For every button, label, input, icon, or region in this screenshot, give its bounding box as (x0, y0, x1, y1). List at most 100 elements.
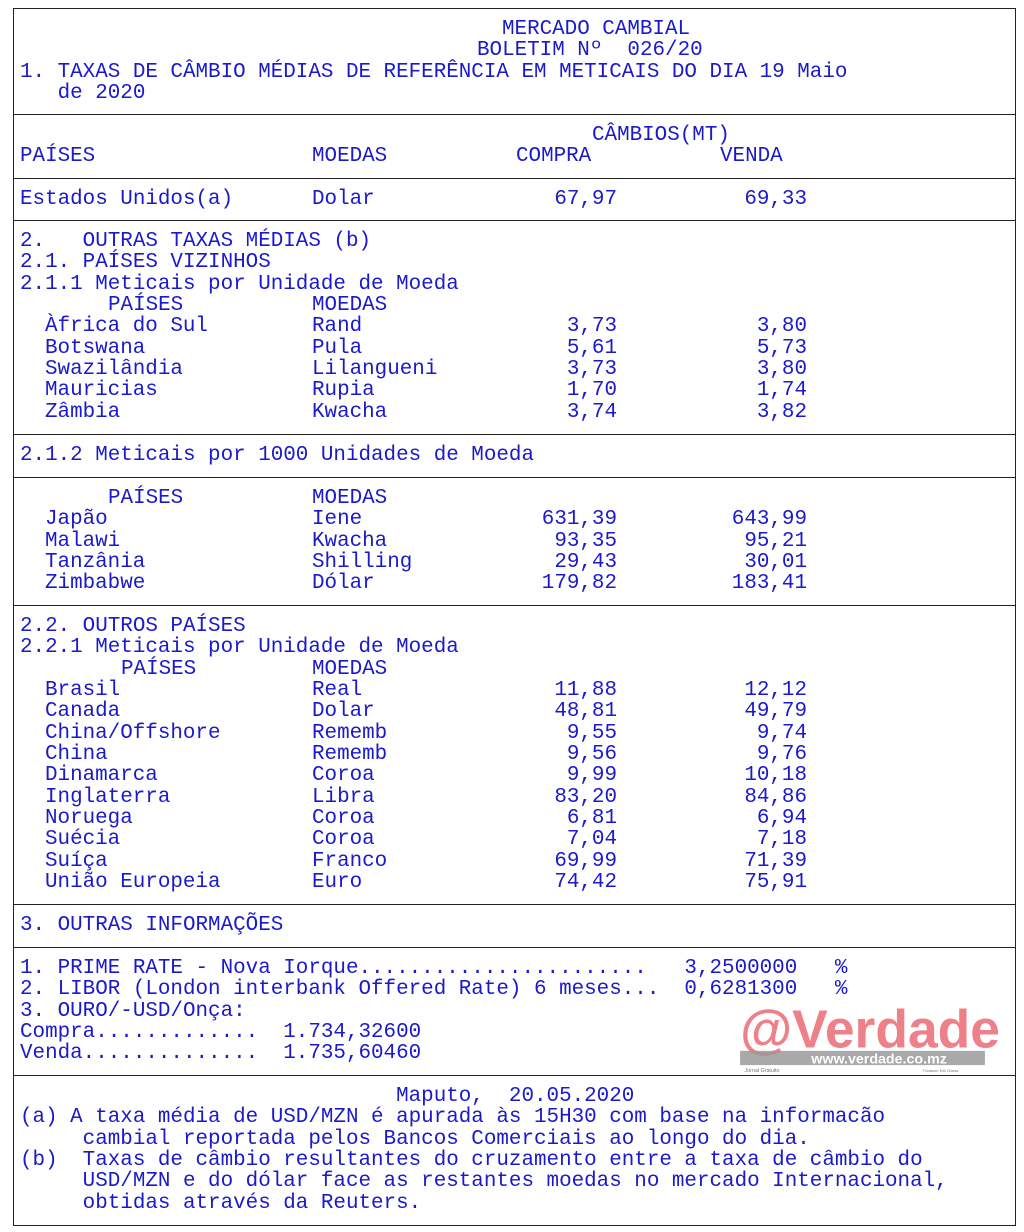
sell-rate: 69,33 (744, 188, 807, 211)
rate-rows: Brasil Real 11,88 12,12 Canada Dolar 48,81 49,7… (14, 678, 1015, 894)
currency: Coroa (312, 828, 375, 852)
currency-header: MOEDAS (312, 293, 388, 317)
country: Inglaterra (45, 785, 171, 809)
header-section: MERCADO CAMBIAL BOLETIM Nº 026/20 1. TAX… (13, 8, 1016, 114)
country: Canada (45, 700, 121, 724)
currency-header: MOEDAS (312, 657, 388, 681)
sell-rate: 183,41 (731, 572, 807, 596)
gold-heading: 3. OURO/-USD/Onça: (20, 999, 246, 1023)
country: China (45, 742, 108, 766)
sell-rate: 10,18 (744, 764, 807, 788)
buy-rate: 9,99 (566, 764, 617, 788)
gold-sell: Venda.............. 1.735,60460 (20, 1042, 422, 1066)
sell-rate: 6,94 (756, 806, 807, 830)
buy-rate: 74,42 (554, 870, 617, 894)
section211-heading: 2.1.1 Meticais por Unidade de Moeda (20, 272, 459, 296)
country: Malawi (45, 529, 121, 553)
country: Zimbabwe (45, 572, 146, 596)
sell-rate: 71,39 (744, 849, 807, 873)
table-row: Zimbabwe Dólar 179,82 183,41 (14, 572, 1015, 596)
table-row: União Europeia Euro 74,42 75,91 (14, 870, 1015, 894)
table-row: Dinamarca Coroa 9,99 10,18 (14, 764, 1015, 788)
buy-rate: 67,97 (554, 188, 617, 211)
country-header: PAÍSES (108, 293, 184, 317)
footer-section: Maputo, 20.05.2020 (a) A taxa média de U… (13, 1075, 1016, 1226)
sell-rate: 9,76 (756, 742, 807, 766)
sell-rate: 643,99 (731, 508, 807, 532)
other-info-section: 1. PRIME RATE - Nova Iorque.............… (13, 947, 1016, 1075)
currency: Rememb (312, 742, 388, 766)
table-row: Zâmbia Kwacha 3,74 3,82 (14, 400, 1015, 424)
currency: Dolar (312, 188, 375, 211)
country-header: PAÍSES (20, 145, 96, 169)
neighbours-section: 2. OUTRAS TAXAS MÉDIAS (b) 2.1. PAÍSES V… (13, 220, 1016, 434)
table-row: Àfrica do Sul Rand 3,73 3,80 (14, 315, 1015, 339)
buy-rate: 48,81 (554, 700, 617, 724)
table-row: Mauricias Rupia 1,70 1,74 (14, 379, 1015, 403)
note-a: (a) A taxa média de USD/MZN é apurada às… (20, 1106, 886, 1130)
buy-rate: 83,20 (554, 785, 617, 809)
table-row: Tanzânia Shilling 29,43 30,01 (14, 550, 1015, 574)
table-row: China/Offshore Rememb 9,55 9,74 (14, 721, 1015, 745)
country: Japão (45, 508, 108, 532)
country-header: PAÍSES (108, 487, 184, 510)
table-row: Brasil Real 11,88 12,12 (14, 678, 1015, 702)
table-row: Suíça Franco 69,99 71,39 (14, 849, 1015, 873)
prime-rate: 1. PRIME RATE - Nova Iorque.............… (20, 957, 848, 980)
currency: Rememb (312, 721, 388, 745)
sell-rate: 12,12 (744, 678, 807, 702)
country: Botswana (45, 336, 146, 360)
table-row: Inglaterra Libra 83,20 84,86 (14, 785, 1015, 809)
section1-heading: 1. TAXAS DE CÂMBIO MÉDIAS DE REFERÊNCIA … (20, 60, 848, 84)
sell-rate: 5,73 (756, 336, 807, 360)
section21-heading: 2.1. PAÍSES VIZINHOS (20, 251, 271, 275)
note-a-cont: cambial reportada pelos Bancos Comerciai… (20, 1127, 810, 1151)
country: Brasil (45, 678, 121, 702)
bulletin-number: BOLETIM Nº 026/20 (477, 39, 703, 63)
sell-rate: 95,21 (744, 529, 807, 553)
section3-heading: 3. OUTRAS INFORMAÇÕES (20, 914, 284, 937)
buy-rate: 6,81 (566, 806, 617, 830)
country: Mauricias (45, 379, 158, 403)
sell-rate: 3,82 (756, 400, 807, 424)
buy-header: COMPRA (516, 145, 592, 169)
section221-heading: 2.2.1 Meticais por Unidade de Moeda (20, 636, 459, 660)
buy-rate: 3,73 (566, 315, 617, 339)
country: União Europeia (45, 870, 221, 894)
section22-heading: 2.2. OUTROS PAÍSES (20, 615, 246, 638)
usd-section: Estados Unidos(a) Dolar 67,97 69,33 (13, 178, 1016, 220)
currency: Dolar (312, 700, 375, 724)
currency: Kwacha (312, 400, 388, 424)
sell-rate: 7,18 (756, 828, 807, 852)
country: Suíça (45, 849, 108, 873)
currency: Rand (312, 315, 363, 339)
currency: Libra (312, 785, 375, 809)
currency: Coroa (312, 764, 375, 788)
note-b-cont2: obtidas através da Reuters. (20, 1191, 422, 1215)
rate-rows: Àfrica do Sul Rand 3,73 3,80 Botswana Pula 5,6… (14, 316, 1015, 423)
currency: Franco (312, 849, 388, 873)
sell-rate: 3,80 (756, 315, 807, 339)
buy-rate: 93,35 (554, 529, 617, 553)
country: Zâmbia (45, 400, 121, 424)
sell-rate: 30,01 (744, 550, 807, 574)
section3-title: 3. OUTRAS INFORMAÇÕES (13, 904, 1016, 947)
country: Dinamarca (45, 764, 158, 788)
currency: Real (312, 678, 363, 702)
table-row: China Rememb 9,56 9,76 (14, 742, 1015, 766)
sell-rate: 84,86 (744, 785, 807, 809)
table-row: Noruega Coroa 6,81 6,94 (14, 806, 1015, 830)
buy-rate: 5,61 (566, 336, 617, 360)
other-countries-section: 2.2. OUTROS PAÍSES 2.2.1 Meticais por Un… (13, 605, 1016, 904)
buy-rate: 3,74 (566, 400, 617, 424)
country: Noruega (45, 806, 133, 830)
country-header: PAÍSES (121, 657, 197, 681)
buy-rate: 179,82 (541, 572, 617, 596)
buy-rate: 1,70 (566, 379, 617, 403)
currency: Dólar (312, 572, 375, 596)
note-b-cont: USD/MZN e do dólar face as restantes moe… (20, 1170, 948, 1194)
country: Suécia (45, 828, 121, 852)
currency: Coroa (312, 806, 375, 830)
sell-rate: 9,74 (756, 721, 807, 745)
currency: Rupia (312, 379, 375, 403)
